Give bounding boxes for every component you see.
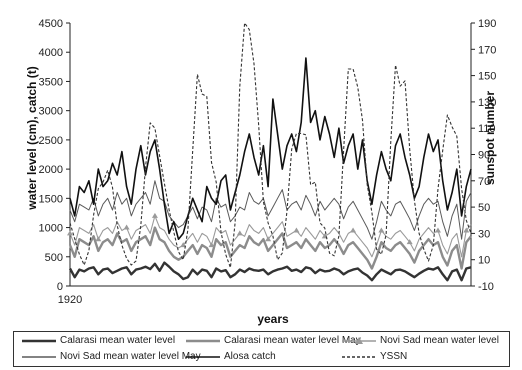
y-left-tick-label: 4000	[39, 47, 63, 59]
y-right-tick-label: 50	[478, 202, 490, 214]
series-marker	[151, 212, 158, 218]
series-marker	[378, 227, 385, 233]
series-marker	[406, 239, 413, 245]
legend-label: Novi Sad mean water level	[380, 335, 499, 346]
y-left-tick-label: 3000	[39, 106, 63, 118]
legend-label: Novi Sad mean water level May	[60, 351, 201, 362]
y-right-tick-label: 10	[478, 255, 490, 267]
legend-item: Alosa catch	[186, 351, 276, 362]
legend-item: Novi Sad mean water level May	[22, 351, 201, 362]
y-right-tick-label: 190	[478, 18, 496, 30]
y-left-tick-label: 3500	[39, 76, 63, 88]
series-marker	[434, 227, 441, 233]
y-right-tick-label: 130	[478, 97, 496, 109]
y-right-tick-label: 30	[478, 228, 490, 240]
series-layer	[67, 22, 472, 282]
y-axis-right-title: sunspot number	[483, 91, 497, 185]
series-marker	[236, 230, 243, 236]
series-line-3	[69, 215, 472, 258]
series-marker	[293, 227, 300, 233]
y-right-tick-label: 70	[478, 176, 490, 188]
legend-label: Calarasi mean water level	[60, 335, 176, 346]
y-right-tick-label: -10	[478, 281, 494, 293]
y-right-tick-label: 150	[478, 71, 496, 83]
legend-swatch	[342, 355, 376, 358]
y-right-tick-label: 170	[478, 44, 496, 56]
series-marker	[123, 224, 130, 230]
x-axis-title: years	[257, 312, 289, 326]
legend-swatch	[186, 355, 220, 358]
series-line-1	[68, 261, 472, 282]
legend-label: Calarasi mean water level May	[224, 335, 361, 346]
series-marker	[95, 236, 102, 242]
legend-swatch-marker	[355, 336, 363, 344]
y-left-tick-label: 0	[57, 281, 63, 293]
legend-swatch	[186, 339, 220, 342]
series-marker	[180, 242, 187, 248]
y-axis-left-title: water level (cm), catch (t)	[25, 66, 39, 210]
series-marker	[350, 227, 357, 233]
legend-label: Alosa catch	[224, 351, 276, 362]
y-left-tick-label: 4500	[39, 18, 63, 30]
y-right-tick-label: 90	[478, 150, 490, 162]
series-line-6	[69, 22, 472, 269]
y-left-tick-label: 1000	[39, 223, 63, 235]
series-marker	[67, 230, 73, 236]
y-left-tick-label: 1500	[39, 193, 63, 205]
series-marker	[265, 236, 272, 242]
legend-swatch	[22, 339, 56, 342]
legend-item: Calarasi mean water level May	[186, 335, 361, 346]
legend-item: Novi Sad mean water level	[342, 335, 499, 346]
y-left-tick-label: 2500	[39, 135, 63, 147]
legend: Calarasi mean water level Calarasi mean w…	[13, 331, 510, 367]
y-left-tick-label: 2000	[39, 164, 63, 176]
legend-swatch	[342, 336, 376, 344]
x-start-label: 1920	[58, 294, 82, 306]
legend-item: YSSN	[342, 351, 407, 362]
legend-swatch	[22, 355, 56, 358]
legend-label: YSSN	[380, 351, 408, 362]
series-line-4	[69, 180, 472, 240]
tick-layer: 0 500 1000 1500 2000 2500 3000 3500 4000 4500 -10 1…	[39, 18, 497, 293]
y-left-tick-label: 500	[45, 252, 63, 264]
legend-item: Calarasi mean water level	[22, 335, 175, 346]
series-marker	[463, 227, 470, 233]
series-marker	[208, 242, 215, 248]
series-line-2	[68, 226, 472, 270]
chart-canvas: 0 500 1000 1500 2000 2500 3000 3500 4000 4500 -10 1…	[25, 18, 497, 326]
series-line-5	[69, 57, 472, 240]
y-right-tick-label: 110	[478, 123, 496, 135]
